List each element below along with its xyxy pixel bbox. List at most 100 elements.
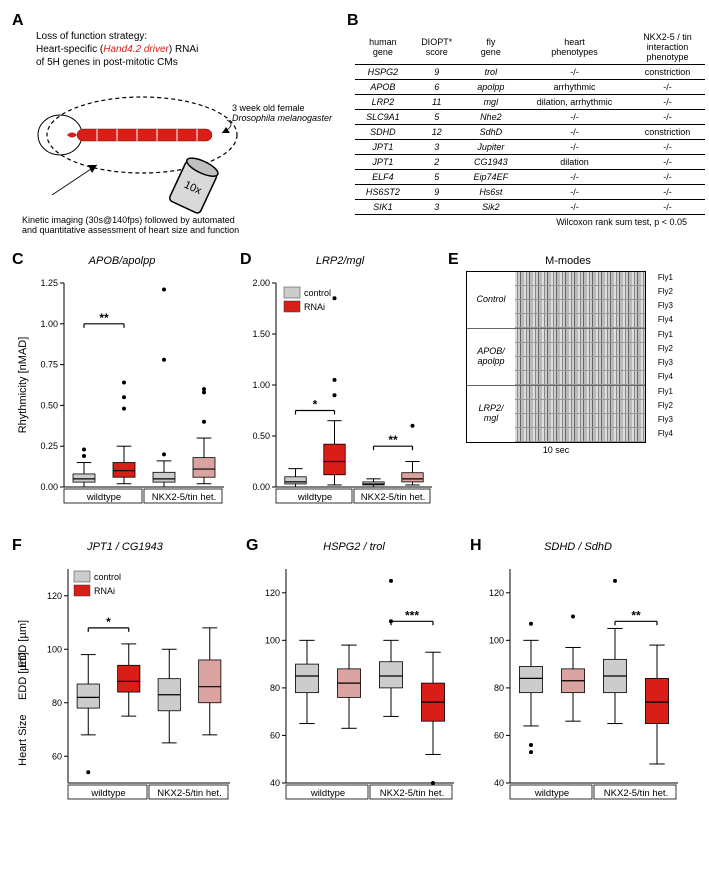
svg-text:60: 60: [494, 730, 504, 740]
table-cell: -/-: [519, 65, 630, 80]
svg-text:1.00: 1.00: [252, 380, 270, 390]
fly-label: Fly2: [658, 287, 673, 296]
svg-text:40: 40: [270, 778, 280, 788]
table-cell: Nhe2: [463, 110, 519, 125]
row-fgh: F JPT1 / CG1943 6080100120EDD [µm]EDD [µ…: [12, 541, 697, 817]
table-cell: JPT1: [355, 155, 411, 170]
table-cell: constriction: [630, 65, 705, 80]
svg-text:RNAi: RNAi: [94, 586, 115, 596]
table-cell: trol: [463, 65, 519, 80]
svg-text:100: 100: [47, 644, 62, 654]
table-cell: -/-: [519, 170, 630, 185]
fly-label: Fly4: [658, 315, 673, 324]
svg-text:wildtype: wildtype: [90, 788, 125, 799]
svg-text:0.00: 0.00: [252, 482, 270, 492]
table-cell: 3: [411, 140, 463, 155]
table-cell: mgl: [463, 95, 519, 110]
table-cell: -/-: [519, 140, 630, 155]
panel-b: B humangeneDIOPT*scoreflygeneheartphenot…: [347, 12, 697, 235]
svg-text:NKX2-5/tin het.: NKX2-5/tin het.: [157, 788, 221, 799]
panel-a: A Loss of function strategy: Heart-speci…: [12, 12, 335, 235]
mmode-trace: Fly4: [515, 314, 645, 328]
svg-text:NKX2-5/tin het.: NKX2-5/tin het.: [604, 788, 668, 799]
table-cell: -/-: [630, 170, 705, 185]
chart-f: 6080100120EDD [µm]EDD [µm]Heart Sizewild…: [12, 557, 238, 817]
mmode-section: ControlFly1Fly2Fly3Fly4: [467, 272, 645, 329]
table-cell: LRP2: [355, 95, 411, 110]
svg-text:wildtype: wildtype: [534, 788, 569, 799]
svg-text:**: **: [631, 608, 641, 622]
mmode-traces: Fly1Fly2Fly3Fly4: [515, 272, 645, 328]
mmode-xlabel: 10 sec: [466, 445, 646, 455]
table-cell: arrhythmic: [519, 80, 630, 95]
svg-text:***: ***: [405, 608, 419, 622]
mmode-trace: Fly3: [515, 414, 645, 428]
table-cell: -/-: [630, 200, 705, 215]
svg-text:*: *: [313, 398, 318, 412]
panel-h: H SDHD / SdhD 406080100120wildtypeNKX2-5…: [470, 541, 686, 817]
table-cell: -/-: [519, 185, 630, 200]
panel-c: C APOB/apolpp 0.000.250.500.751.001.25Rh…: [12, 255, 232, 521]
panel-a-text: Loss of function strategy: Heart-specifi…: [36, 30, 335, 69]
table-cell: 3: [411, 200, 463, 215]
mmode-section-label: Control: [467, 272, 515, 328]
panel-g: G HSPG2 / trol 406080100120wildtypeNKX2-…: [246, 541, 462, 817]
svg-text:80: 80: [270, 683, 280, 693]
table-row: HSPG29trol-/-constriction: [355, 65, 705, 80]
svg-text:EDD [µm]: EDD [µm]: [17, 620, 29, 668]
svg-text:1.00: 1.00: [40, 319, 58, 329]
table-cell: SDHD: [355, 125, 411, 140]
a-bottom: Kinetic imaging (30s@140fps) followed by…: [22, 215, 335, 235]
mmode-trace: Fly3: [515, 300, 645, 314]
chart-h: 406080100120wildtypeNKX2-5/tin het.**: [470, 557, 686, 817]
table-cell: -/-: [519, 125, 630, 140]
svg-text:2.00: 2.00: [252, 278, 270, 288]
panel-c-title: APOB/apolpp: [12, 255, 232, 267]
table-cell: JPT1: [355, 140, 411, 155]
panel-e: E M-modes ControlFly1Fly2Fly3Fly4APOB/ap…: [448, 255, 688, 521]
a-side1: 3 week old female Drosophila melanogaste…: [232, 103, 332, 123]
mmode-section: LRP2/mglFly1Fly2Fly3Fly4: [467, 386, 645, 442]
table-cell: Sik2: [463, 200, 519, 215]
table-cell: 5: [411, 110, 463, 125]
svg-text:120: 120: [265, 588, 280, 598]
panel-d-title: LRP2/mgl: [240, 255, 440, 267]
svg-text:60: 60: [270, 730, 280, 740]
table-cell: 9: [411, 65, 463, 80]
svg-text:40: 40: [494, 778, 504, 788]
table-row: SLC9A15Nhe2-/--/-: [355, 110, 705, 125]
svg-text:0.75: 0.75: [40, 360, 58, 370]
svg-text:*: *: [106, 615, 111, 629]
mmode-trace: Fly4: [515, 428, 645, 442]
a-line3: of 5H genes in post-mitotic CMs: [36, 57, 178, 68]
table-cell: constriction: [630, 125, 705, 140]
svg-text:wildtype: wildtype: [310, 788, 345, 799]
mmode-traces: Fly1Fly2Fly3Fly4: [515, 329, 645, 385]
table-cell: 11: [411, 95, 463, 110]
gene-table: humangeneDIOPT*scoreflygeneheartphenotyp…: [355, 30, 705, 215]
chart-c: 0.000.250.500.751.001.25Rhythmicity [nMA…: [12, 271, 232, 521]
a-line2a: Heart-specific (: [36, 44, 103, 55]
svg-text:60: 60: [52, 751, 62, 761]
mmode-trace: Fly2: [515, 400, 645, 414]
svg-text:control: control: [94, 572, 121, 582]
svg-text:wildtype: wildtype: [86, 492, 121, 503]
table-cell: -/-: [519, 200, 630, 215]
table-header: NKX2-5 / tininteractionphenotype: [630, 30, 705, 65]
table-cell: Jupiter: [463, 140, 519, 155]
table-cell: -/-: [630, 80, 705, 95]
table-cell: 5: [411, 170, 463, 185]
row-ab: A Loss of function strategy: Heart-speci…: [12, 12, 697, 235]
table-header: humangene: [355, 30, 411, 65]
svg-text:control: control: [304, 288, 331, 298]
fly-label: Fly1: [658, 273, 673, 282]
mmode-trace: Fly2: [515, 343, 645, 357]
fly-label: Fly4: [658, 429, 673, 438]
mmode-trace: Fly3: [515, 357, 645, 371]
panel-h-title: SDHD / SdhD: [470, 541, 686, 553]
table-cell: -/-: [519, 110, 630, 125]
mmode-section-label: APOB/apolpp: [467, 329, 515, 385]
fly-label: Fly1: [658, 387, 673, 396]
svg-text:**: **: [388, 433, 398, 447]
table-header: heartphenotypes: [519, 30, 630, 65]
